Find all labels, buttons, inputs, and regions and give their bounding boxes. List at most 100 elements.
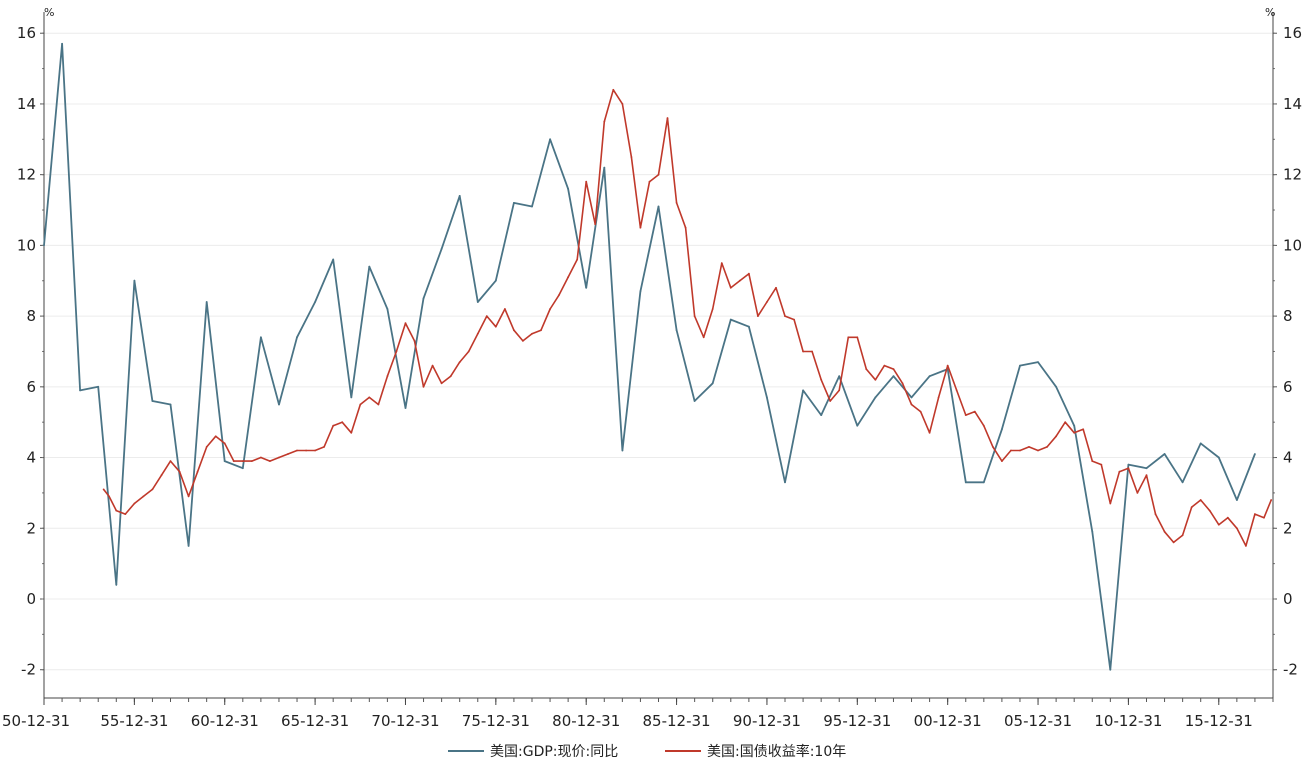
data-point-series-2 <box>820 378 823 381</box>
y-axis-right-ticks: -2 0 2 4 6 8 10 12 14 16 <box>1283 24 1302 678</box>
y-axis-left-unit: % <box>44 6 54 19</box>
data-point-series-2 <box>314 449 316 452</box>
data-point-series-2 <box>910 403 913 406</box>
data-point-series-2 <box>784 315 786 317</box>
data-point-series-1 <box>874 396 877 399</box>
data-point-series-2 <box>1082 428 1085 431</box>
x-tick-label: 90-12-31 <box>733 712 801 730</box>
data-point-series-2 <box>395 350 398 353</box>
data-point-series-2 <box>928 431 931 434</box>
y-tick-label-left: 6 <box>26 378 36 396</box>
legend-label-2: 美国:国债收益率:10年 <box>707 743 846 760</box>
y-tick-label-right: 12 <box>1283 166 1302 184</box>
data-point-series-2 <box>449 375 452 378</box>
data-point-series-1 <box>205 301 208 303</box>
data-point-series-1 <box>982 481 985 484</box>
data-point-series-2 <box>946 364 949 367</box>
y-tick-label-left: 12 <box>17 166 36 184</box>
data-point-series-2 <box>1073 431 1076 434</box>
data-point-series-2 <box>323 446 325 448</box>
data-point-series-1 <box>386 308 389 310</box>
data-point-series-1 <box>1163 453 1166 455</box>
y-axis-left-ticks: -2 0 2 4 6 8 10 12 14 16 <box>17 24 36 678</box>
data-point-series-2 <box>630 156 633 158</box>
data-point-series-2 <box>1181 534 1184 537</box>
axes <box>40 12 1277 705</box>
data-point-series-1 <box>1001 428 1003 431</box>
data-point-series-1 <box>748 325 750 328</box>
data-point-series-1 <box>1055 385 1057 388</box>
x-tick-label: 10-12-31 <box>1094 712 1162 730</box>
data-point-series-1 <box>314 301 316 303</box>
data-point-series-2 <box>992 446 994 448</box>
data-point-series-2 <box>666 117 669 119</box>
data-point-series-2 <box>1254 513 1256 515</box>
data-point-series-2 <box>476 332 479 335</box>
data-point-series-2 <box>377 403 380 406</box>
data-point-series-1 <box>133 279 136 282</box>
data-point-series-2 <box>467 350 470 353</box>
y-tick-label-left: 16 <box>17 24 36 42</box>
data-point-series-1 <box>332 258 335 261</box>
data-point-series-2 <box>287 453 289 455</box>
y-tick-label-left: -2 <box>21 661 36 679</box>
data-point-series-2 <box>1019 449 1021 452</box>
data-point-series-2 <box>431 364 434 367</box>
data-point-series-2 <box>585 180 588 183</box>
data-point-series-2 <box>1037 449 1039 452</box>
data-point-series-2 <box>368 396 371 399</box>
data-point-series-1 <box>1145 467 1148 470</box>
data-point-series-2 <box>757 315 759 317</box>
data-point-series-2 <box>386 375 389 378</box>
data-point-series-1 <box>1236 499 1238 501</box>
data-point-series-2 <box>115 509 118 512</box>
data-point-series-2 <box>1064 421 1067 424</box>
data-point-series-1 <box>458 195 461 197</box>
data-point-series-1 <box>440 248 443 250</box>
x-tick-label: 00-12-31 <box>914 712 982 730</box>
data-point-series-1 <box>1019 364 1021 367</box>
data-point-series-2 <box>341 421 344 424</box>
data-point-series-2 <box>738 279 741 282</box>
data-point-series-2 <box>124 513 127 515</box>
data-point-series-2 <box>549 308 551 310</box>
data-point-series-2 <box>720 262 723 264</box>
data-point-series-2 <box>142 495 145 498</box>
data-point-series-1 <box>422 297 425 300</box>
data-point-series-2 <box>558 294 560 296</box>
data-point-series-1 <box>43 244 45 247</box>
data-point-series-2 <box>919 410 922 413</box>
data-point-series-1 <box>151 400 154 402</box>
data-point-series-2 <box>729 286 732 289</box>
data-point-series-2 <box>1046 446 1048 448</box>
data-point-series-2 <box>1163 530 1166 533</box>
data-point-series-2 <box>169 460 172 462</box>
data-point-series-2 <box>892 368 895 370</box>
data-point-series-2 <box>982 424 985 427</box>
data-point-series-2 <box>404 322 407 325</box>
x-tick-label: 85-12-31 <box>643 712 711 730</box>
data-point-series-2 <box>811 350 813 353</box>
data-point-series-1 <box>115 583 118 586</box>
data-point-series-2 <box>241 460 244 462</box>
data-point-series-2 <box>648 180 651 183</box>
data-point-series-2 <box>108 495 110 498</box>
data-point-series-2 <box>1010 449 1012 452</box>
data-point-series-2 <box>1100 463 1103 466</box>
data-point-series-2 <box>847 336 850 339</box>
y-tick-label-left: 0 <box>26 590 36 608</box>
data-point-series-2 <box>350 431 353 434</box>
data-point-series-1 <box>766 396 768 399</box>
data-point-series-1 <box>1091 530 1094 533</box>
data-point-series-2 <box>260 456 262 459</box>
data-point-series-1 <box>639 290 642 293</box>
y-tick-label-right: 14 <box>1283 95 1302 113</box>
data-point-series-1 <box>693 400 696 402</box>
data-point-series-1 <box>856 424 859 427</box>
data-point-series-1 <box>784 481 786 484</box>
y-axis-right-unit: % <box>1265 6 1275 19</box>
data-point-series-2 <box>504 308 506 310</box>
x-tick-label: 05-12-31 <box>1004 712 1072 730</box>
